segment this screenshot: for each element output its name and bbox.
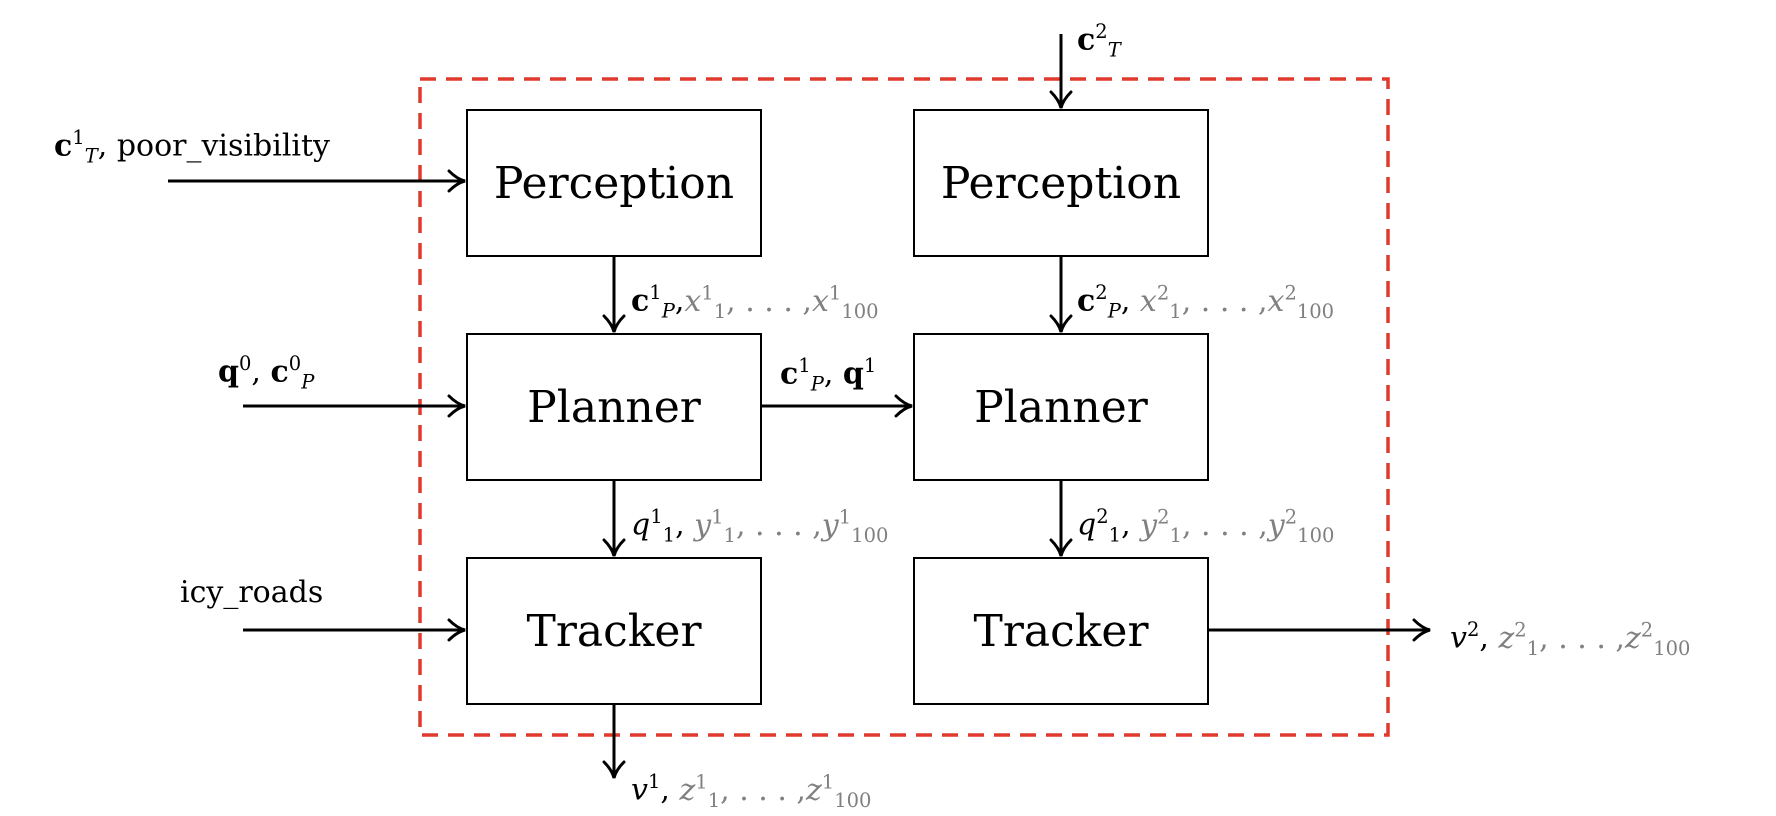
perception-box-2-label: Perception (940, 157, 1182, 209)
label-output-tracker-2: v2, z21, . . . ,z2100 (1450, 618, 1691, 660)
planner-box-2: Planner (913, 333, 1209, 481)
label-input-planner-1: q0, c0P (218, 352, 315, 394)
label-output-tracker-1: v1, z11, . . . ,z1100 (631, 770, 872, 812)
tracker-box-2: Tracker (913, 557, 1209, 705)
label-perception2-to-planner2: c2P, x21, . . . ,x2100 (1077, 281, 1335, 323)
planner-box-1: Planner (466, 333, 762, 481)
label-planner1-to-planner2: c1P, q1 (780, 354, 877, 396)
perception-box-1: Perception (466, 109, 762, 257)
perception-box-2: Perception (913, 109, 1209, 257)
label-perception1-to-planner1: c1P,x11, . . . ,x1100 (631, 281, 879, 323)
tracker-box-2-label: Tracker (973, 605, 1149, 657)
label-input-perception-2: c2T (1077, 20, 1121, 62)
tracker-box-1: Tracker (466, 557, 762, 705)
planner-box-1-label: Planner (527, 381, 701, 433)
label-input-tracker-1: icy_roads (180, 575, 324, 610)
planner-box-2-label: Planner (974, 381, 1148, 433)
label-planner2-to-tracker2: q21, y21, . . . ,y2100 (1077, 505, 1335, 547)
label-input-perception-1: c1T, poor_visibility (54, 126, 331, 168)
perception-box-1-label: Perception (493, 157, 735, 209)
tracker-box-1-label: Tracker (526, 605, 702, 657)
label-planner1-to-tracker1: q11, y11, . . . ,y1100 (631, 505, 889, 547)
